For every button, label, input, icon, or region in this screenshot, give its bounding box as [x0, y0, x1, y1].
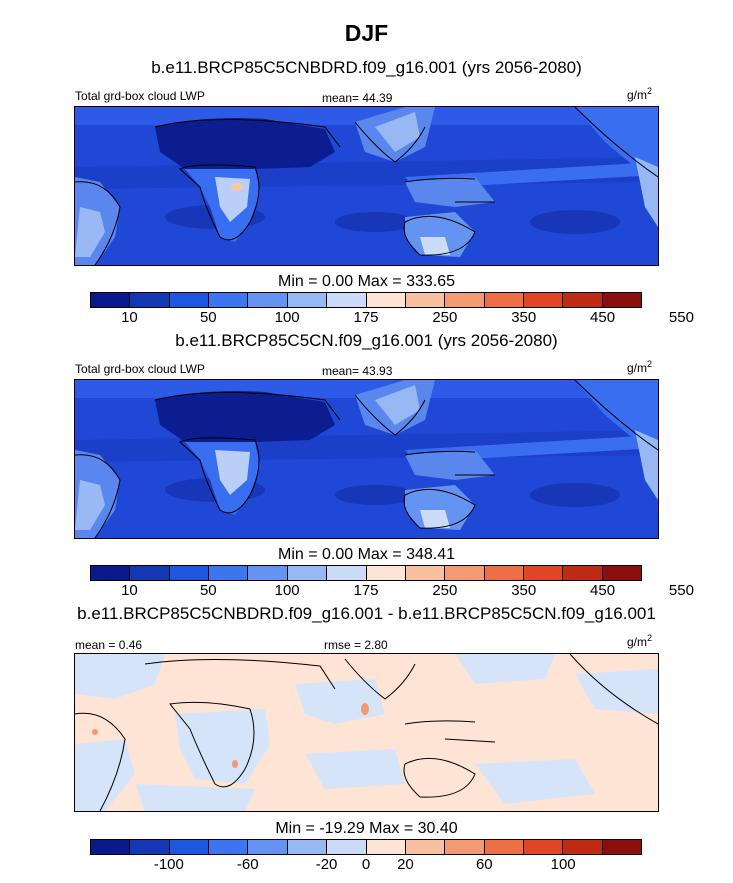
colorbar-swatch [602, 840, 642, 854]
colorbar-tick-label: 100 [550, 856, 576, 873]
colorbar-swatch [248, 566, 288, 580]
colorbar-swatch [248, 293, 288, 307]
colorbar-tick-label: 10 [121, 309, 138, 326]
panel2-variable-label: Total grd-box cloud LWP [75, 362, 205, 376]
colorbar-swatch [91, 293, 131, 307]
colorbar-swatch [327, 840, 367, 854]
colorbar-swatch [130, 566, 170, 580]
panel3-units-label: g/m2 [627, 633, 653, 649]
panel1-map [74, 106, 659, 266]
colorbar-swatch [327, 293, 367, 307]
colorbar-swatch [366, 293, 406, 307]
colorbar-swatch [209, 566, 249, 580]
panel2-mean-label: mean= 43.93 [322, 364, 393, 378]
colorbar-swatch [327, 566, 367, 580]
colorbar-tick-label: 0 [361, 856, 371, 873]
colorbar-swatch [484, 840, 524, 854]
colorbar-swatch [563, 293, 603, 307]
colorbar-swatch [405, 566, 446, 580]
colorbar-swatch [484, 566, 524, 580]
colorbar-swatch [523, 293, 564, 307]
colorbar-tick-label: -100 [153, 856, 184, 873]
panel1-units-label: g/m2 [627, 86, 653, 102]
colorbar-swatch [287, 566, 328, 580]
colorbar-tick-label: -20 [315, 856, 338, 873]
panel3-case-title: b.e11.BRCP85C5CNBDRD.f09_g16.001 - b.e11… [77, 604, 656, 623]
panel2-minmax: Min = 0.00 Max = 348.41 [278, 546, 455, 563]
colorbar-swatch [169, 293, 210, 307]
colorbar-swatch [523, 566, 564, 580]
colorbar-swatch [248, 840, 288, 854]
colorbar-tick-label: 450 [590, 582, 616, 599]
colorbar-tick-label: 50 [199, 582, 217, 599]
colorbar-tick-label: 250 [432, 309, 458, 326]
panel2-colorbar-ticks: 10 50 100 175 250 350 450 550 [0, 582, 733, 602]
colorbar-swatch [523, 840, 564, 854]
panel2-map [74, 379, 659, 539]
colorbar-swatch [405, 293, 446, 307]
colorbar-swatch [91, 840, 131, 854]
colorbar-swatch [602, 293, 642, 307]
colorbar-tick-label: 550 [668, 309, 694, 326]
colorbar-tick-label: 20 [397, 856, 414, 873]
colorbar-swatch [366, 840, 406, 854]
colorbar-swatch [130, 293, 170, 307]
colorbar-tick-label: 10 [121, 582, 138, 599]
panel1-colorbar [90, 292, 642, 308]
colorbar-tick-label: -60 [236, 856, 259, 873]
colorbar-swatch [91, 566, 131, 580]
panel1-mean-label: mean= 44.39 [322, 91, 393, 105]
panel1-variable-label: Total grd-box cloud LWP [75, 89, 205, 103]
panel1-case-title: b.e11.BRCP85C5CNBDRD.f09_g16.001 (yrs 20… [151, 58, 582, 77]
colorbar-tick-label: 100 [274, 582, 300, 599]
panel2-units-label: g/m2 [627, 359, 653, 375]
colorbar-swatch [169, 840, 210, 854]
panel3-minmax: Min = -19.29 Max = 30.40 [275, 820, 458, 837]
panel2-colorbar [90, 565, 642, 581]
colorbar-swatch [445, 566, 485, 580]
colorbar-swatch [169, 566, 210, 580]
colorbar-swatch [287, 840, 328, 854]
colorbar-swatch [445, 293, 485, 307]
colorbar-swatch [366, 566, 406, 580]
colorbar-tick-label: 175 [353, 309, 379, 326]
colorbar-swatch [445, 840, 485, 854]
colorbar-swatch [405, 840, 446, 854]
panel3-colorbar [90, 839, 642, 855]
panel3-map [74, 653, 659, 812]
colorbar-swatch [602, 566, 642, 580]
colorbar-tick-label: 350 [511, 582, 537, 599]
colorbar-tick-label: 450 [590, 309, 616, 326]
colorbar-tick-label: 60 [475, 856, 493, 873]
colorbar-tick-label: 175 [353, 582, 379, 599]
panel3-mean-label: mean = 0.46 [75, 638, 143, 652]
colorbar-tick-label: 350 [511, 309, 537, 326]
panel1-minmax: Min = 0.00 Max = 333.65 [278, 273, 455, 290]
colorbar-tick-label: 100 [274, 309, 300, 326]
colorbar-swatch [209, 840, 249, 854]
colorbar-swatch [484, 293, 524, 307]
figure-title: DJF [344, 20, 389, 46]
colorbar-tick-label: 250 [432, 582, 458, 599]
colorbar-tick-label: 550 [668, 582, 694, 599]
panel2-case-title: b.e11.BRCP85C5CN.f09_g16.001 (yrs 2056-2… [175, 331, 558, 350]
colorbar-swatch [287, 293, 328, 307]
colorbar-tick-label: 50 [199, 309, 217, 326]
colorbar-swatch [209, 293, 249, 307]
panel1-colorbar-ticks: 10 50 100 175 250 350 450 550 [0, 309, 733, 329]
panel3-rmse-label: rmse = 2.80 [324, 638, 388, 652]
colorbar-swatch [563, 566, 603, 580]
panel3-colorbar-ticks: -100 -60 -20 0 20 60 100 [0, 856, 733, 876]
colorbar-swatch [563, 840, 603, 854]
colorbar-swatch [130, 840, 170, 854]
